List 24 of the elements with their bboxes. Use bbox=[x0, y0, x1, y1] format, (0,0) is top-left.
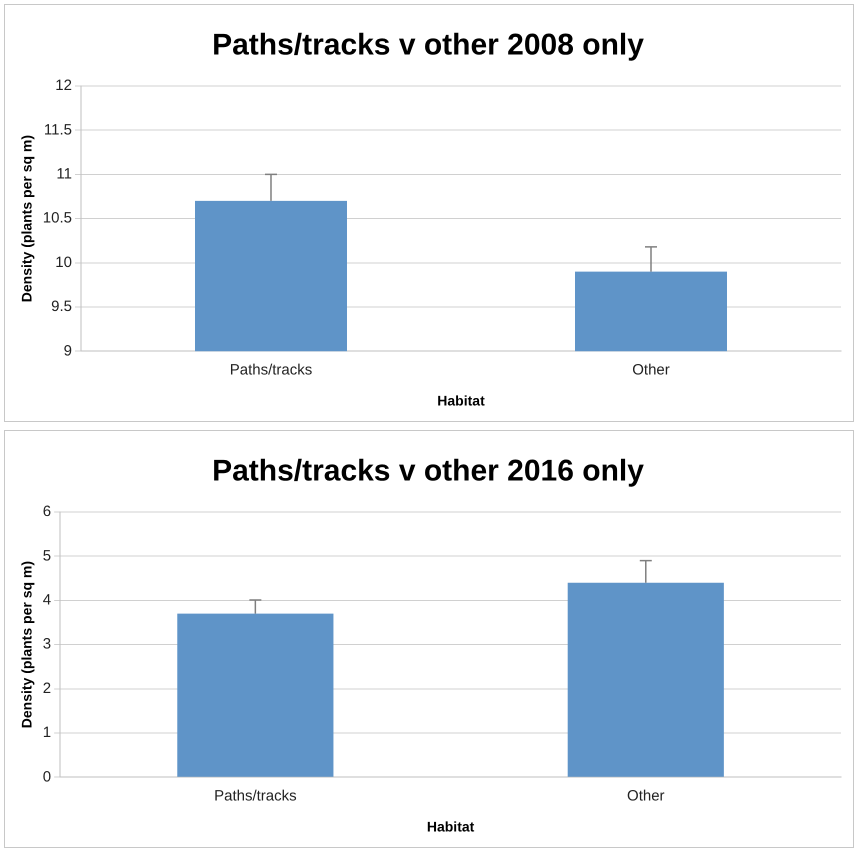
y-tick-label: 11 bbox=[56, 166, 72, 183]
y-tick-label: 11.5 bbox=[44, 121, 72, 138]
chart-title: Paths/tracks v other 2008 only bbox=[212, 28, 644, 62]
x-axis-title: Habitat bbox=[437, 392, 486, 408]
y-tick-label: 5 bbox=[42, 547, 52, 564]
chart-title: Paths/tracks v other 2016 only bbox=[212, 454, 644, 488]
y-axis-title: Density (plants per sq m) bbox=[18, 134, 34, 302]
y-tick-label: 4 bbox=[42, 592, 52, 609]
y-tick-label: 9 bbox=[64, 342, 72, 360]
y-tick-label: 10 bbox=[55, 254, 72, 271]
x-tick-label: Other bbox=[627, 787, 665, 804]
y-axis-title: Density (plants per sq m) bbox=[18, 560, 34, 728]
y-tick-label: 0 bbox=[42, 768, 52, 786]
y-tick-label: 1 bbox=[42, 724, 52, 742]
y-tick-label: 6 bbox=[42, 503, 52, 520]
x-tick-label: Paths/tracks bbox=[214, 787, 297, 804]
y-tick-label: 3 bbox=[42, 636, 52, 653]
y-tick-label: 9.5 bbox=[51, 298, 72, 316]
x-tick-label: Other bbox=[632, 361, 670, 378]
x-tick-label: Paths/tracks bbox=[230, 361, 312, 378]
y-tick-label: 12 bbox=[55, 77, 72, 94]
y-tick-label: 10.5 bbox=[42, 210, 72, 227]
x-axis-title: Habitat bbox=[426, 818, 475, 834]
y-tick-label: 2 bbox=[42, 680, 52, 697]
